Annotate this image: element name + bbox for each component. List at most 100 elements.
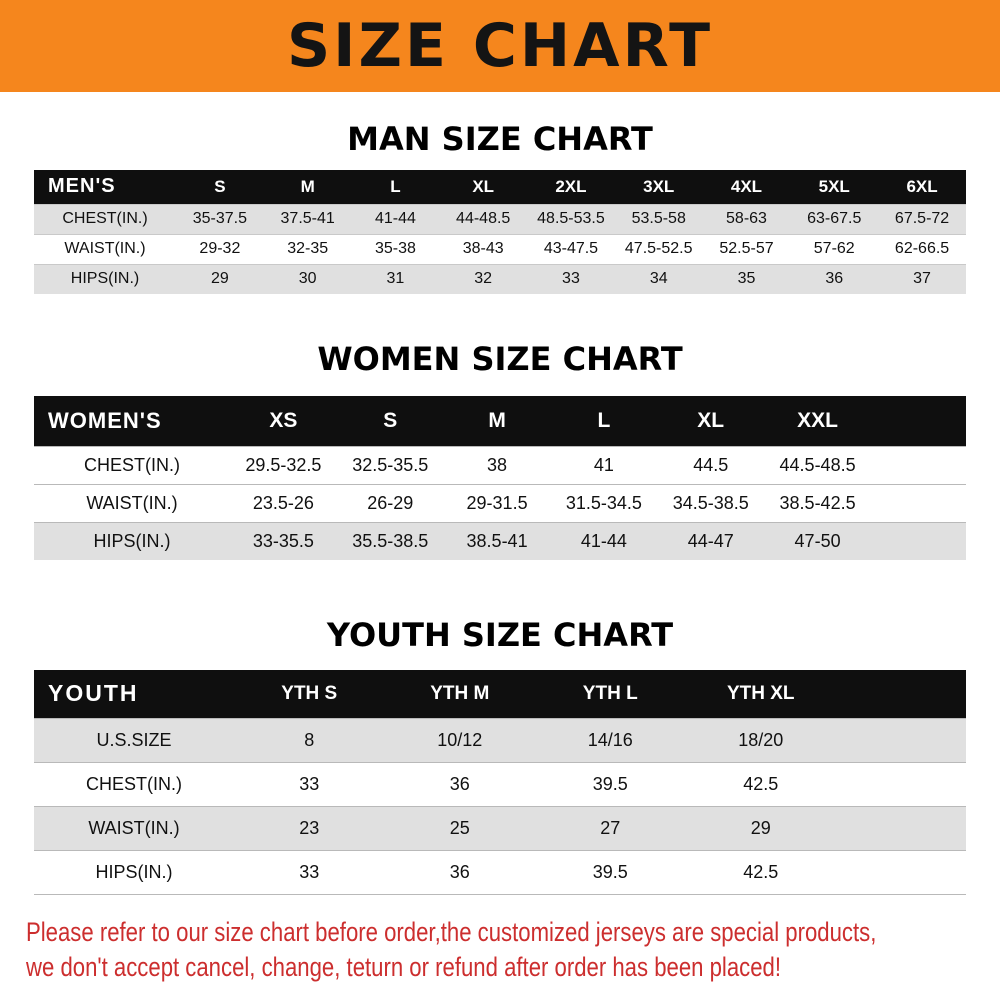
footer-notice: Please refer to our size chart before or… [26, 915, 1000, 985]
size-value-cell: 31 [351, 263, 440, 294]
size-value-cell: 62-66.5 [878, 233, 966, 264]
row-label-cell: WAIST(IN.) [34, 805, 234, 850]
spacer-cell [836, 805, 966, 850]
size-column-header: L [390, 176, 401, 196]
table-row: CHEST(IN.) 33 36 39.5 42.5 [34, 761, 966, 806]
size-value-cell: 32-35 [263, 233, 352, 264]
row-label-cell: WAIST(IN.) [34, 233, 176, 264]
size-value-cell: 25 [384, 805, 535, 850]
table-title-cell: MEN'S [48, 175, 116, 198]
size-column-header: YTH S [281, 682, 338, 704]
size-column-header: M [488, 408, 506, 432]
table-title-cell: YOUTH [48, 680, 139, 707]
man-section-heading: MAN SIZE CHART [347, 120, 653, 158]
spacer-cell [836, 670, 966, 718]
size-value-cell: 41 [550, 445, 658, 484]
size-value-cell: 58-63 [702, 203, 791, 234]
men-size-table: MEN'S S M L XL 2XL 3XL 4XL 5XL 6XL CHEST(IN.) 35-37… [34, 170, 966, 294]
row-label-cell: HIPS(IN.) [34, 263, 176, 294]
row-label-cell: HIPS(IN.) [34, 521, 230, 560]
size-value-cell: 23.5-26 [230, 483, 337, 522]
size-value-cell: 31.5-34.5 [550, 483, 658, 522]
size-column-header: XXL [797, 408, 838, 432]
size-value-cell: 23 [234, 805, 385, 850]
size-value-cell: 35 [702, 263, 791, 294]
size-value-cell: 52.5-57 [702, 233, 791, 264]
women-size-table: WOMEN'S XS S M L XL XXL CHEST(IN.) 29.5-32.5 32.5… [34, 396, 966, 560]
size-value-cell: 33-35.5 [230, 521, 337, 560]
size-value-cell: 48.5-53.5 [527, 203, 615, 234]
size-value-cell: 38.5-42.5 [764, 483, 871, 522]
size-value-cell: 44-47 [657, 521, 765, 560]
size-column-header: XS [269, 408, 298, 432]
notice-line-2: we don't accept cancel, change, teturn o… [26, 951, 782, 982]
size-value-cell: 33 [234, 849, 385, 895]
size-column-header: M [300, 176, 315, 196]
spacer-cell [836, 761, 966, 806]
row-label-cell: HIPS(IN.) [34, 849, 234, 895]
row-label-cell: U.S.SIZE [34, 717, 234, 762]
size-value-cell: 39.5 [535, 849, 686, 895]
size-column-header: XL [472, 176, 495, 196]
size-value-cell: 36 [384, 849, 535, 895]
spacer-cell [836, 717, 966, 762]
size-value-cell: 35-37.5 [176, 203, 264, 234]
size-value-cell: 47-50 [764, 521, 871, 560]
size-value-cell: 29 [685, 805, 836, 850]
spacer-cell [871, 445, 966, 484]
table-row: CHEST(IN.) 35-37.5 37.5-41 41-44 44-48.5 48.5… [34, 203, 966, 234]
size-value-cell: 44-48.5 [439, 203, 528, 234]
size-value-cell: 14/16 [535, 717, 686, 762]
youth-size-section: YOUTH SIZE CHART YOUTH YTH S YTH M YTH L YTH… [0, 616, 1000, 895]
table-row: CHEST(IN.) 29.5-32.5 32.5-35.5 38 41 44.5 44.5… [34, 445, 966, 484]
table-header-row: MEN'S S M L XL 2XL 3XL 4XL 5XL 6XL [34, 170, 966, 204]
size-column-header: S [383, 408, 398, 432]
table-row: HIPS(IN.) 33 36 39.5 42.5 [34, 849, 966, 895]
size-value-cell: 43-47.5 [527, 233, 615, 264]
youth-size-table: YOUTH YTH S YTH M YTH L YTH XL U.S.SIZE 8 10/12… [34, 670, 966, 895]
size-value-cell: 63-67.5 [790, 203, 879, 234]
size-value-cell: 35.5-38.5 [336, 521, 444, 560]
size-column-header: 5XL [818, 176, 850, 196]
size-value-cell: 33 [527, 263, 615, 294]
size-value-cell: 10/12 [384, 717, 535, 762]
table-header-row: WOMEN'S XS S M L XL XXL [34, 396, 966, 446]
size-column-header: YTH M [430, 682, 490, 704]
size-value-cell: 44.5-48.5 [764, 445, 871, 484]
table-row: HIPS(IN.) 29 30 31 32 33 34 35 36 37 [34, 263, 966, 294]
size-value-cell: 42.5 [685, 761, 836, 806]
table-header-row: YOUTH YTH S YTH M YTH L YTH XL [34, 670, 966, 718]
table-row: HIPS(IN.) 33-35.5 35.5-38.5 38.5-41 41-44 44-… [34, 521, 966, 560]
table-row: WAIST(IN.) 23 25 27 29 [34, 805, 966, 850]
spacer-cell [871, 396, 966, 446]
size-value-cell: 35-38 [351, 233, 440, 264]
table-row: U.S.SIZE 8 10/12 14/16 18/20 [34, 717, 966, 762]
size-value-cell: 37.5-41 [263, 203, 352, 234]
table-row: WAIST(IN.) 29-32 32-35 35-38 38-43 43-47.5 47.… [34, 233, 966, 264]
size-column-header: L [597, 408, 611, 432]
size-value-cell: 57-62 [790, 233, 879, 264]
size-value-cell: 26-29 [336, 483, 444, 522]
man-size-section: MAN SIZE CHART MEN'S S M L XL 2XL 3XL 4XL 5XL 6XL… [0, 120, 1000, 294]
size-value-cell: 37 [878, 263, 966, 294]
size-value-cell: 38 [443, 445, 551, 484]
women-size-section: WOMEN SIZE CHART WOMEN'S XS S M L XL XXL CHEST(… [0, 340, 1000, 560]
size-value-cell: 36 [384, 761, 535, 806]
size-column-header: XL [697, 408, 725, 432]
youth-section-heading: YOUTH SIZE CHART [326, 616, 674, 654]
size-value-cell: 34.5-38.5 [657, 483, 765, 522]
size-value-cell: 34 [614, 263, 703, 294]
size-value-cell: 27 [535, 805, 686, 850]
size-column-header: YTH L [582, 682, 638, 704]
row-label-cell: WAIST(IN.) [34, 483, 230, 522]
size-value-cell: 30 [263, 263, 352, 294]
row-label-cell: CHEST(IN.) [34, 761, 234, 806]
size-value-cell: 47.5-52.5 [614, 233, 703, 264]
size-value-cell: 18/20 [685, 717, 836, 762]
size-value-cell: 8 [234, 717, 385, 762]
size-value-cell: 29.5-32.5 [230, 445, 337, 484]
size-value-cell: 67.5-72 [878, 203, 966, 234]
size-value-cell: 44.5 [657, 445, 765, 484]
spacer-cell [836, 849, 966, 895]
